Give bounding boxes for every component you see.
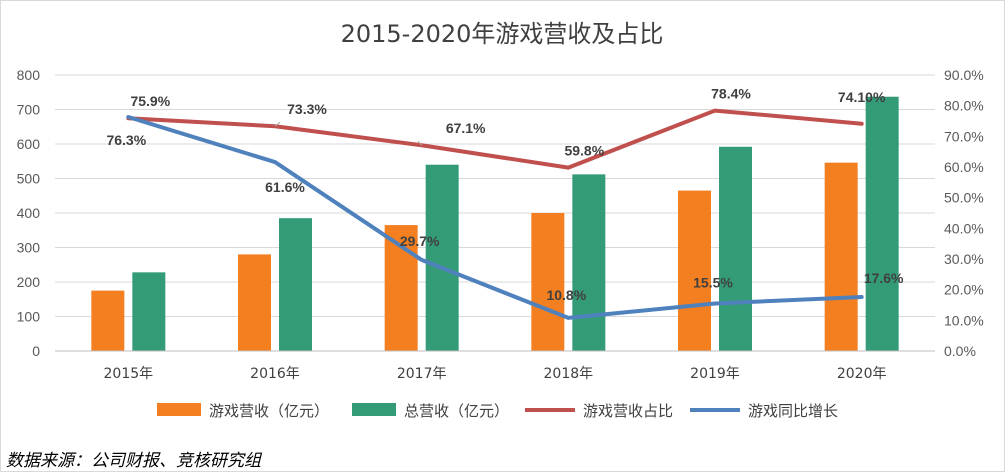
y-right-tick-label: 20.0% <box>944 282 984 298</box>
y-right-tick-label: 50.0% <box>944 190 984 206</box>
y-left-tick-label: 0 <box>32 343 40 359</box>
axes: 0 100 200 300 400 500 600 700 800 0.0% 10.0% 20.0% 3… <box>17 67 984 382</box>
data-label-growth: 10.8% <box>546 287 586 303</box>
data-label-share: 59.8% <box>564 143 604 159</box>
bar-game-revenue <box>91 290 125 351</box>
leader-line <box>274 121 281 127</box>
data-label-growth: 76.3% <box>106 132 146 148</box>
y-right-tick-label: 0.0% <box>944 343 976 359</box>
bar-total-revenue <box>865 96 899 351</box>
data-label-share: 75.9% <box>130 93 170 109</box>
bar-game-revenue <box>824 162 858 351</box>
y-right-tick-label: 40.0% <box>944 220 984 236</box>
legend-label: 游戏营收（亿元） <box>209 402 329 420</box>
data-label-share: 73.3% <box>287 101 327 117</box>
data-label-growth: 61.6% <box>265 179 305 195</box>
y-left-tick-label: 500 <box>17 171 41 187</box>
data-label-share: 78.4% <box>711 86 751 102</box>
y-left-tick-label: 100 <box>17 309 41 325</box>
y-right-tick-label: 30.0% <box>944 251 984 267</box>
source-note: 数据来源：公司财报、竞核研究组 <box>6 451 263 471</box>
legend: 游戏营收（亿元） 总营收（亿元） 游戏营收占比 游戏同比增长 <box>157 402 838 420</box>
x-tick-label: 2019年 <box>690 366 740 382</box>
x-tick-label: 2015年 <box>104 366 154 382</box>
bar-total-revenue <box>719 146 752 351</box>
y-right-tick-label: 10.0% <box>944 312 984 328</box>
bar-game-revenue <box>531 213 565 351</box>
bar-total-revenue <box>132 272 166 351</box>
legend-swatch <box>352 403 396 416</box>
legend-label: 游戏营收占比 <box>583 402 673 420</box>
line-game-growth <box>126 115 864 320</box>
data-labels: 75.9% 73.3% 67.1% 59.8% 78.4% 74.10% 76.3% 61.6… <box>106 86 904 303</box>
bar-game-revenue <box>238 254 271 351</box>
bar-total-revenue <box>572 174 606 351</box>
leader-line <box>417 140 423 146</box>
data-label-share: 67.1% <box>446 120 486 136</box>
legend-label: 游戏同比增长 <box>748 402 838 420</box>
data-label-growth: 17.6% <box>864 270 904 286</box>
bar-game-revenue <box>678 190 711 351</box>
y-right-tick-label: 90.0% <box>944 67 984 83</box>
data-label-growth: 29.7% <box>400 233 440 249</box>
bar-total-revenue <box>279 218 312 351</box>
x-tick-label: 2018年 <box>544 366 594 382</box>
y-right-tick-label: 60.0% <box>944 159 984 175</box>
x-tick-label: 2020年 <box>837 366 887 382</box>
y-right-tick-label: 70.0% <box>944 128 984 144</box>
legend-label: 总营收（亿元） <box>404 402 509 420</box>
data-label-share: 74.10% <box>838 89 886 105</box>
y-left-tick-label: 300 <box>17 240 41 256</box>
legend-swatch <box>157 403 201 416</box>
y-left-tick-label: 600 <box>17 136 41 152</box>
bar-layer <box>91 96 899 351</box>
line-layer <box>126 108 864 320</box>
y-left-tick-label: 400 <box>17 205 41 221</box>
y-left-tick-label: 800 <box>17 67 41 83</box>
y-left-tick-label: 700 <box>17 102 41 118</box>
x-tick-label: 2017年 <box>397 366 447 382</box>
line-game-share <box>126 108 864 170</box>
data-label-growth: 15.5% <box>693 274 733 290</box>
bar-total-revenue <box>425 164 459 351</box>
y-right-tick-label: 80.0% <box>944 98 984 114</box>
x-tick-label: 2016年 <box>250 366 300 382</box>
y-left-tick-label: 200 <box>17 274 41 290</box>
chart-title: 2015-2020年游戏营收及占比 <box>341 20 664 48</box>
